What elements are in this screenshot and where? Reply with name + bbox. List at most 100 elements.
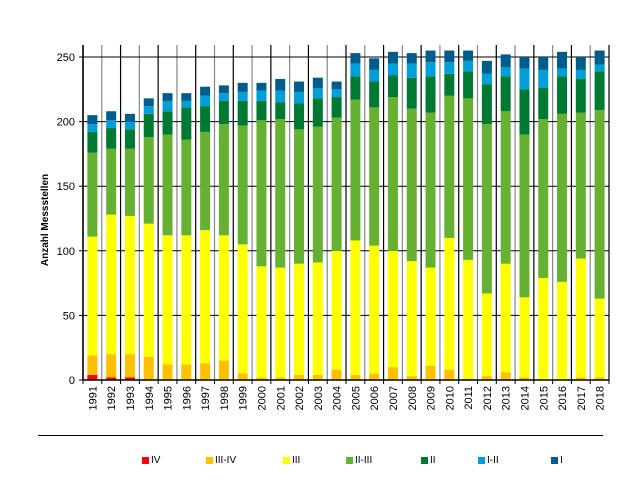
bar-segment-iii-1997 bbox=[200, 230, 211, 364]
y-tick-label: 0 bbox=[69, 375, 75, 387]
bar-segment-ii-iii-2004 bbox=[331, 117, 342, 251]
bar-segment-iii-1999 bbox=[237, 244, 248, 374]
bar-segment-ii-iii-1992 bbox=[106, 148, 117, 215]
bar-segment-i-ii-2018 bbox=[594, 64, 605, 72]
legend-item: IV bbox=[142, 455, 160, 466]
bar-segment-i-ii-2017 bbox=[575, 69, 586, 79]
x-tick-label: 2002 bbox=[294, 386, 306, 410]
bar-segment-i-1992 bbox=[106, 111, 117, 121]
x-tick-label: 2000 bbox=[256, 386, 268, 410]
x-tick-label: 2006 bbox=[369, 386, 381, 410]
bar-segment-i-ii-2006 bbox=[369, 69, 380, 82]
legend-swatch bbox=[478, 457, 485, 464]
bar-segment-i-2004 bbox=[331, 81, 342, 90]
legend-item: III-IV bbox=[206, 455, 236, 466]
bar-segment-ii-iii-2018 bbox=[594, 109, 605, 299]
bar-segment-iii-2009 bbox=[425, 267, 436, 366]
bar-segment-i-2014 bbox=[519, 57, 530, 69]
legend-item: I-II bbox=[478, 455, 499, 466]
bar-segment-ii-2010 bbox=[444, 73, 455, 96]
bar-segment-iii-iv-2007 bbox=[387, 367, 398, 380]
bar-segment-i-1999 bbox=[237, 82, 248, 92]
bar-segment-i-ii-1994 bbox=[143, 106, 154, 114]
bar-segment-iii-2013 bbox=[500, 263, 511, 373]
bar-segment-ii-2013 bbox=[500, 76, 511, 112]
bar-segment-iii-iv-1997 bbox=[200, 363, 211, 380]
legend-label: IV bbox=[151, 455, 161, 466]
bar-segment-iii-2000 bbox=[256, 266, 267, 378]
x-tick-label: 1992 bbox=[106, 386, 118, 410]
bar-segment-i-2013 bbox=[500, 54, 511, 68]
bar-segment-i-2003 bbox=[312, 77, 323, 89]
bar-segment-ii-iii-1995 bbox=[162, 134, 173, 236]
bar-segment-iv-1992 bbox=[106, 377, 117, 380]
bar-segment-i-2002 bbox=[294, 81, 305, 92]
bar-segment-iii-2003 bbox=[312, 262, 323, 375]
bar-segment-iii-2008 bbox=[406, 261, 417, 377]
y-tick-labels: 0 50 100 150 200 250 bbox=[57, 52, 75, 387]
x-tick-labels: 1991 1992 1993 1994 1995 1996 1997 1998 1999 2000… bbox=[87, 386, 606, 410]
bar-segment-iii-2011 bbox=[463, 259, 474, 379]
bar-segment-ii-2001 bbox=[275, 102, 286, 120]
bar-segment-ii-iii-1997 bbox=[200, 131, 211, 231]
bar-segment-i-ii-2001 bbox=[275, 90, 286, 103]
legend-swatch bbox=[283, 457, 290, 464]
bar-segment-iii-iv-2001 bbox=[275, 377, 286, 380]
bar-segment-i-ii-2012 bbox=[481, 73, 492, 85]
bar-segment-ii-iii-1994 bbox=[143, 137, 154, 224]
x-tick-label: 2008 bbox=[407, 386, 419, 410]
bar-segment-iii-2004 bbox=[331, 250, 342, 370]
bar-segment-i-2012 bbox=[481, 60, 492, 74]
bar-segment-i-2005 bbox=[350, 53, 361, 64]
bar-segment-iii-iv-2010 bbox=[444, 369, 455, 380]
bar-segment-ii-iii-2010 bbox=[444, 95, 455, 238]
legend-item: II-III bbox=[346, 455, 372, 466]
bar-segment-ii-iii-1991 bbox=[87, 152, 98, 237]
bar-segment-ii-2014 bbox=[519, 89, 530, 135]
bar-segment-i-ii-2008 bbox=[406, 63, 417, 78]
bar-segment-iii-1991 bbox=[87, 236, 98, 356]
legend: IV III-IV III II-III II I-II I bbox=[0, 455, 637, 471]
x-tick-label: 2012 bbox=[482, 386, 494, 410]
bar-segment-i-ii-2014 bbox=[519, 68, 530, 90]
bar-segment-iii-iv-1991 bbox=[87, 355, 98, 375]
bar-segment-iii-2010 bbox=[444, 237, 455, 370]
bar-segment-i-ii-2015 bbox=[538, 69, 549, 89]
bar-segment-i-ii-1997 bbox=[200, 95, 211, 107]
bar-segment-iii-2006 bbox=[369, 245, 380, 374]
bar-segment-ii-iii-1996 bbox=[181, 139, 192, 236]
bar-segment-i-ii-2004 bbox=[331, 89, 342, 98]
bar-segment-i-2018 bbox=[594, 50, 605, 65]
bar-segment-ii-iii-2006 bbox=[369, 107, 380, 246]
bar-segment-ii-2004 bbox=[331, 97, 342, 118]
bar-segment-ii-2009 bbox=[425, 76, 436, 113]
bar-segment-iii-iv-2000 bbox=[256, 377, 267, 380]
bar-segment-ii-iii-1998 bbox=[218, 124, 229, 236]
bar-segment-ii-1995 bbox=[162, 111, 173, 135]
bar-segment-i-ii-2013 bbox=[500, 67, 511, 77]
bar-segment-iii-iv-1994 bbox=[143, 356, 154, 380]
bar-segment-i-1998 bbox=[218, 85, 229, 94]
bar-segment-ii-2011 bbox=[463, 71, 474, 99]
bar-segment-iii-iv-1993 bbox=[124, 354, 135, 378]
bar-segment-i-ii-1993 bbox=[124, 121, 135, 130]
bar-segment-iii-1994 bbox=[143, 223, 154, 357]
y-tick-label: 150 bbox=[57, 181, 75, 193]
x-tick-label: 1998 bbox=[219, 386, 231, 410]
bar-segment-i-ii-1998 bbox=[218, 93, 229, 101]
x-tick-label: 2004 bbox=[332, 386, 344, 410]
legend-label: I bbox=[560, 455, 563, 466]
bar-segment-iii-iv-1992 bbox=[106, 354, 117, 378]
x-tick-label: 1996 bbox=[181, 386, 193, 410]
bar-segment-ii-iii-2002 bbox=[294, 129, 305, 264]
bar-segment-ii-iii-2016 bbox=[557, 113, 568, 282]
bar-segment-iii-2016 bbox=[557, 281, 568, 380]
bar-segment-ii-2015 bbox=[538, 88, 549, 120]
legend-divider bbox=[38, 435, 603, 436]
bar-segment-ii-iii-2009 bbox=[425, 112, 436, 268]
bar-segment-ii-iii-2011 bbox=[463, 98, 474, 260]
y-axis-title: Anzahl Messstellen bbox=[40, 174, 51, 266]
bar-segment-iii-2012 bbox=[481, 293, 492, 377]
bar-segment-iii-1998 bbox=[218, 235, 229, 361]
y-tick-label: 250 bbox=[57, 52, 75, 64]
